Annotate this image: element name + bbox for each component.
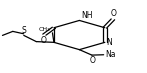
Text: NH: NH: [81, 11, 93, 20]
Text: O: O: [111, 9, 116, 18]
Text: CH₃: CH₃: [39, 27, 50, 32]
Text: S: S: [21, 26, 26, 35]
Text: O: O: [89, 56, 95, 65]
Text: O: O: [41, 36, 47, 45]
Text: Na: Na: [105, 50, 116, 59]
Text: N: N: [107, 38, 112, 47]
